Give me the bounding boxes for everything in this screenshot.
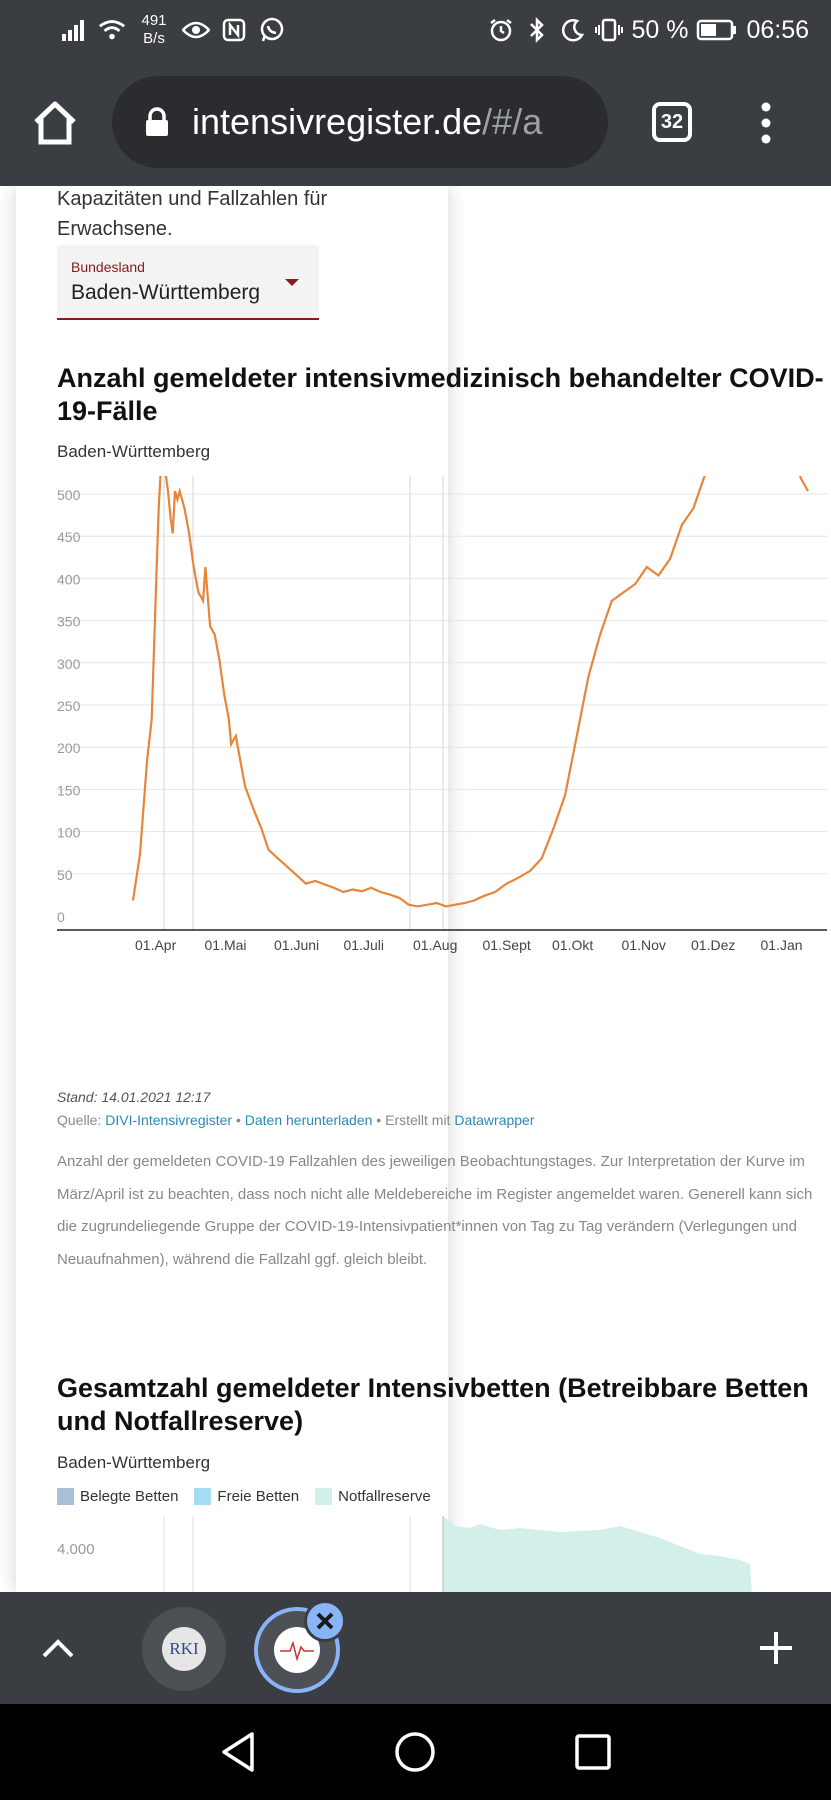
battery-icon [696, 16, 738, 44]
vibrate-icon [595, 16, 624, 44]
more-vert-icon [761, 102, 771, 144]
tab-switcher-button[interactable]: 32 [652, 102, 692, 142]
chart2-y-tick: 4.000 [57, 1541, 95, 1558]
close-icon [316, 1612, 334, 1630]
legend-item: Belegte Betten [57, 1488, 178, 1505]
home-nav-icon[interactable] [393, 1730, 437, 1774]
battery-percent: 50 % [631, 15, 689, 44]
chart1-y-tick-label: 500 [57, 487, 81, 503]
download-link[interactable]: Daten herunterladen [244, 1112, 373, 1128]
chart1-x-tick-label: 01.Apr [135, 937, 177, 953]
stand-timestamp: Stand: 14.01.2021 12:17 [57, 1089, 211, 1105]
whatsapp-icon [258, 16, 286, 44]
chart1-vertical-lines [163, 476, 444, 930]
legend-swatch [194, 1488, 212, 1505]
clock: 06:56 [746, 15, 809, 44]
chevron-up-icon[interactable] [38, 1634, 78, 1664]
chart1-x-tick-label: 01.Jan [761, 937, 803, 953]
tab-rki[interactable]: RKI [142, 1607, 226, 1691]
chart1-y-tick-label: 200 [57, 740, 81, 756]
address-bar[interactable]: intensivregister.de/#/a [112, 76, 608, 168]
chart1-y-tick-label: 150 [57, 782, 81, 798]
chart1-y-tick-label: 300 [57, 656, 81, 672]
chart1-y-tick-label: 450 [57, 529, 81, 545]
chart1-y-ticks: 600550500450400350300250200150100500 [57, 487, 81, 925]
chart2-subtitle: Baden-Württemberg [57, 1453, 211, 1472]
datawrapper-link[interactable]: Datawrapper [454, 1112, 535, 1128]
web-content[interactable]: Kapazitäten und Fallzahlen für Erwachsen… [0, 186, 831, 1592]
network-speed: 491 B/s [141, 12, 167, 47]
chart1-subtitle: Baden-Württemberg [57, 442, 211, 461]
chart1-gridlines [57, 493, 827, 875]
chart2-svg: 4.000 [57, 1516, 752, 1592]
chart1-x-tick-label: 01.Juli [344, 937, 384, 953]
source-line: Quelle: DIVI-Intensivregister • Daten he… [57, 1112, 535, 1128]
chart1-x-tick-label: 01.Mai [205, 937, 247, 953]
chart1-x-tick-label: 01.Aug [413, 937, 457, 953]
legend-item: Notfallreserve [315, 1488, 431, 1505]
rki-logo-icon: RKI [162, 1627, 206, 1671]
chart2-title: Gesamtzahl gemeldeter Intensivbetten (Be… [57, 1373, 809, 1436]
bundesland-select[interactable]: Bundesland Baden-Württemberg [57, 245, 319, 320]
wifi-icon [98, 16, 126, 44]
chart1-y-tick-label: 100 [57, 825, 81, 841]
chart1-y-tick-label: 250 [57, 698, 81, 714]
chart1-x-tick-label: 01.Sept [483, 937, 531, 953]
select-label: Bundesland [71, 259, 145, 275]
back-icon[interactable] [218, 1730, 258, 1774]
bottom-tab-bar: RKI [0, 1592, 831, 1704]
status-bar: 491 B/s 50 % 06:56 [0, 0, 831, 60]
browser-toolbar: intensivregister.de/#/a 32 [0, 60, 831, 186]
legend-swatch [315, 1488, 333, 1505]
bluetooth-icon [523, 16, 551, 44]
chart1-svg: 600550500450400350300250200150100500 01.… [57, 476, 827, 953]
select-value: Baden-Württemberg [71, 281, 261, 304]
chart1-description: Anzahl der gemeldeten COVID-19 Fallzahle… [57, 1153, 813, 1268]
chart2-legend: Belegte Betten Freie Betten Notfallreser… [57, 1488, 431, 1505]
signal-icon [60, 16, 88, 44]
chart2-notfallreserve-area [443, 1516, 752, 1592]
intro-text: Kapazitäten und Fallzahlen für Erwachsen… [57, 188, 328, 240]
chart1-y-tick-label: 50 [57, 867, 73, 883]
legend-swatch [57, 1488, 74, 1505]
chart1-x-ticks: 01.Apr 01.Mai 01.Juni 01.Juli 01.Aug 01.Sept 0… [135, 937, 803, 953]
source-link[interactable]: DIVI-Intensivregister [105, 1112, 233, 1128]
chart1-y-tick-label: 350 [57, 614, 81, 630]
moon-icon [559, 16, 587, 44]
dropdown-arrow-icon [285, 279, 299, 286]
add-tab-icon[interactable] [756, 1628, 796, 1668]
chart1-title: Anzahl gemeldeter intensivmedizinisch be… [57, 363, 824, 426]
chart1-x-tick-label: 01.Dez [691, 937, 735, 953]
chart1-series-line [131, 476, 809, 908]
overflow-menu-button[interactable] [756, 98, 776, 148]
url-text: intensivregister.de/#/a [192, 101, 543, 142]
lock-icon [146, 107, 168, 136]
nfc-icon [220, 16, 248, 44]
recents-icon[interactable] [573, 1732, 613, 1772]
chart1-x-tick-label: 01.Okt [552, 937, 593, 953]
chart1-x-tick-label: 01.Nov [622, 937, 666, 953]
eye-icon [182, 16, 210, 44]
close-tab-button[interactable] [304, 1600, 346, 1642]
chart1-y-tick-label: 400 [57, 571, 81, 587]
chart1-x-tick-label: 01.Juni [274, 937, 319, 953]
home-button[interactable] [30, 98, 80, 148]
legend-item: Freie Betten [194, 1488, 299, 1505]
alarm-icon [487, 16, 515, 44]
home-icon [34, 101, 76, 145]
chart1-y-tick-label: 0 [57, 909, 65, 925]
system-nav-bar [0, 1704, 831, 1800]
